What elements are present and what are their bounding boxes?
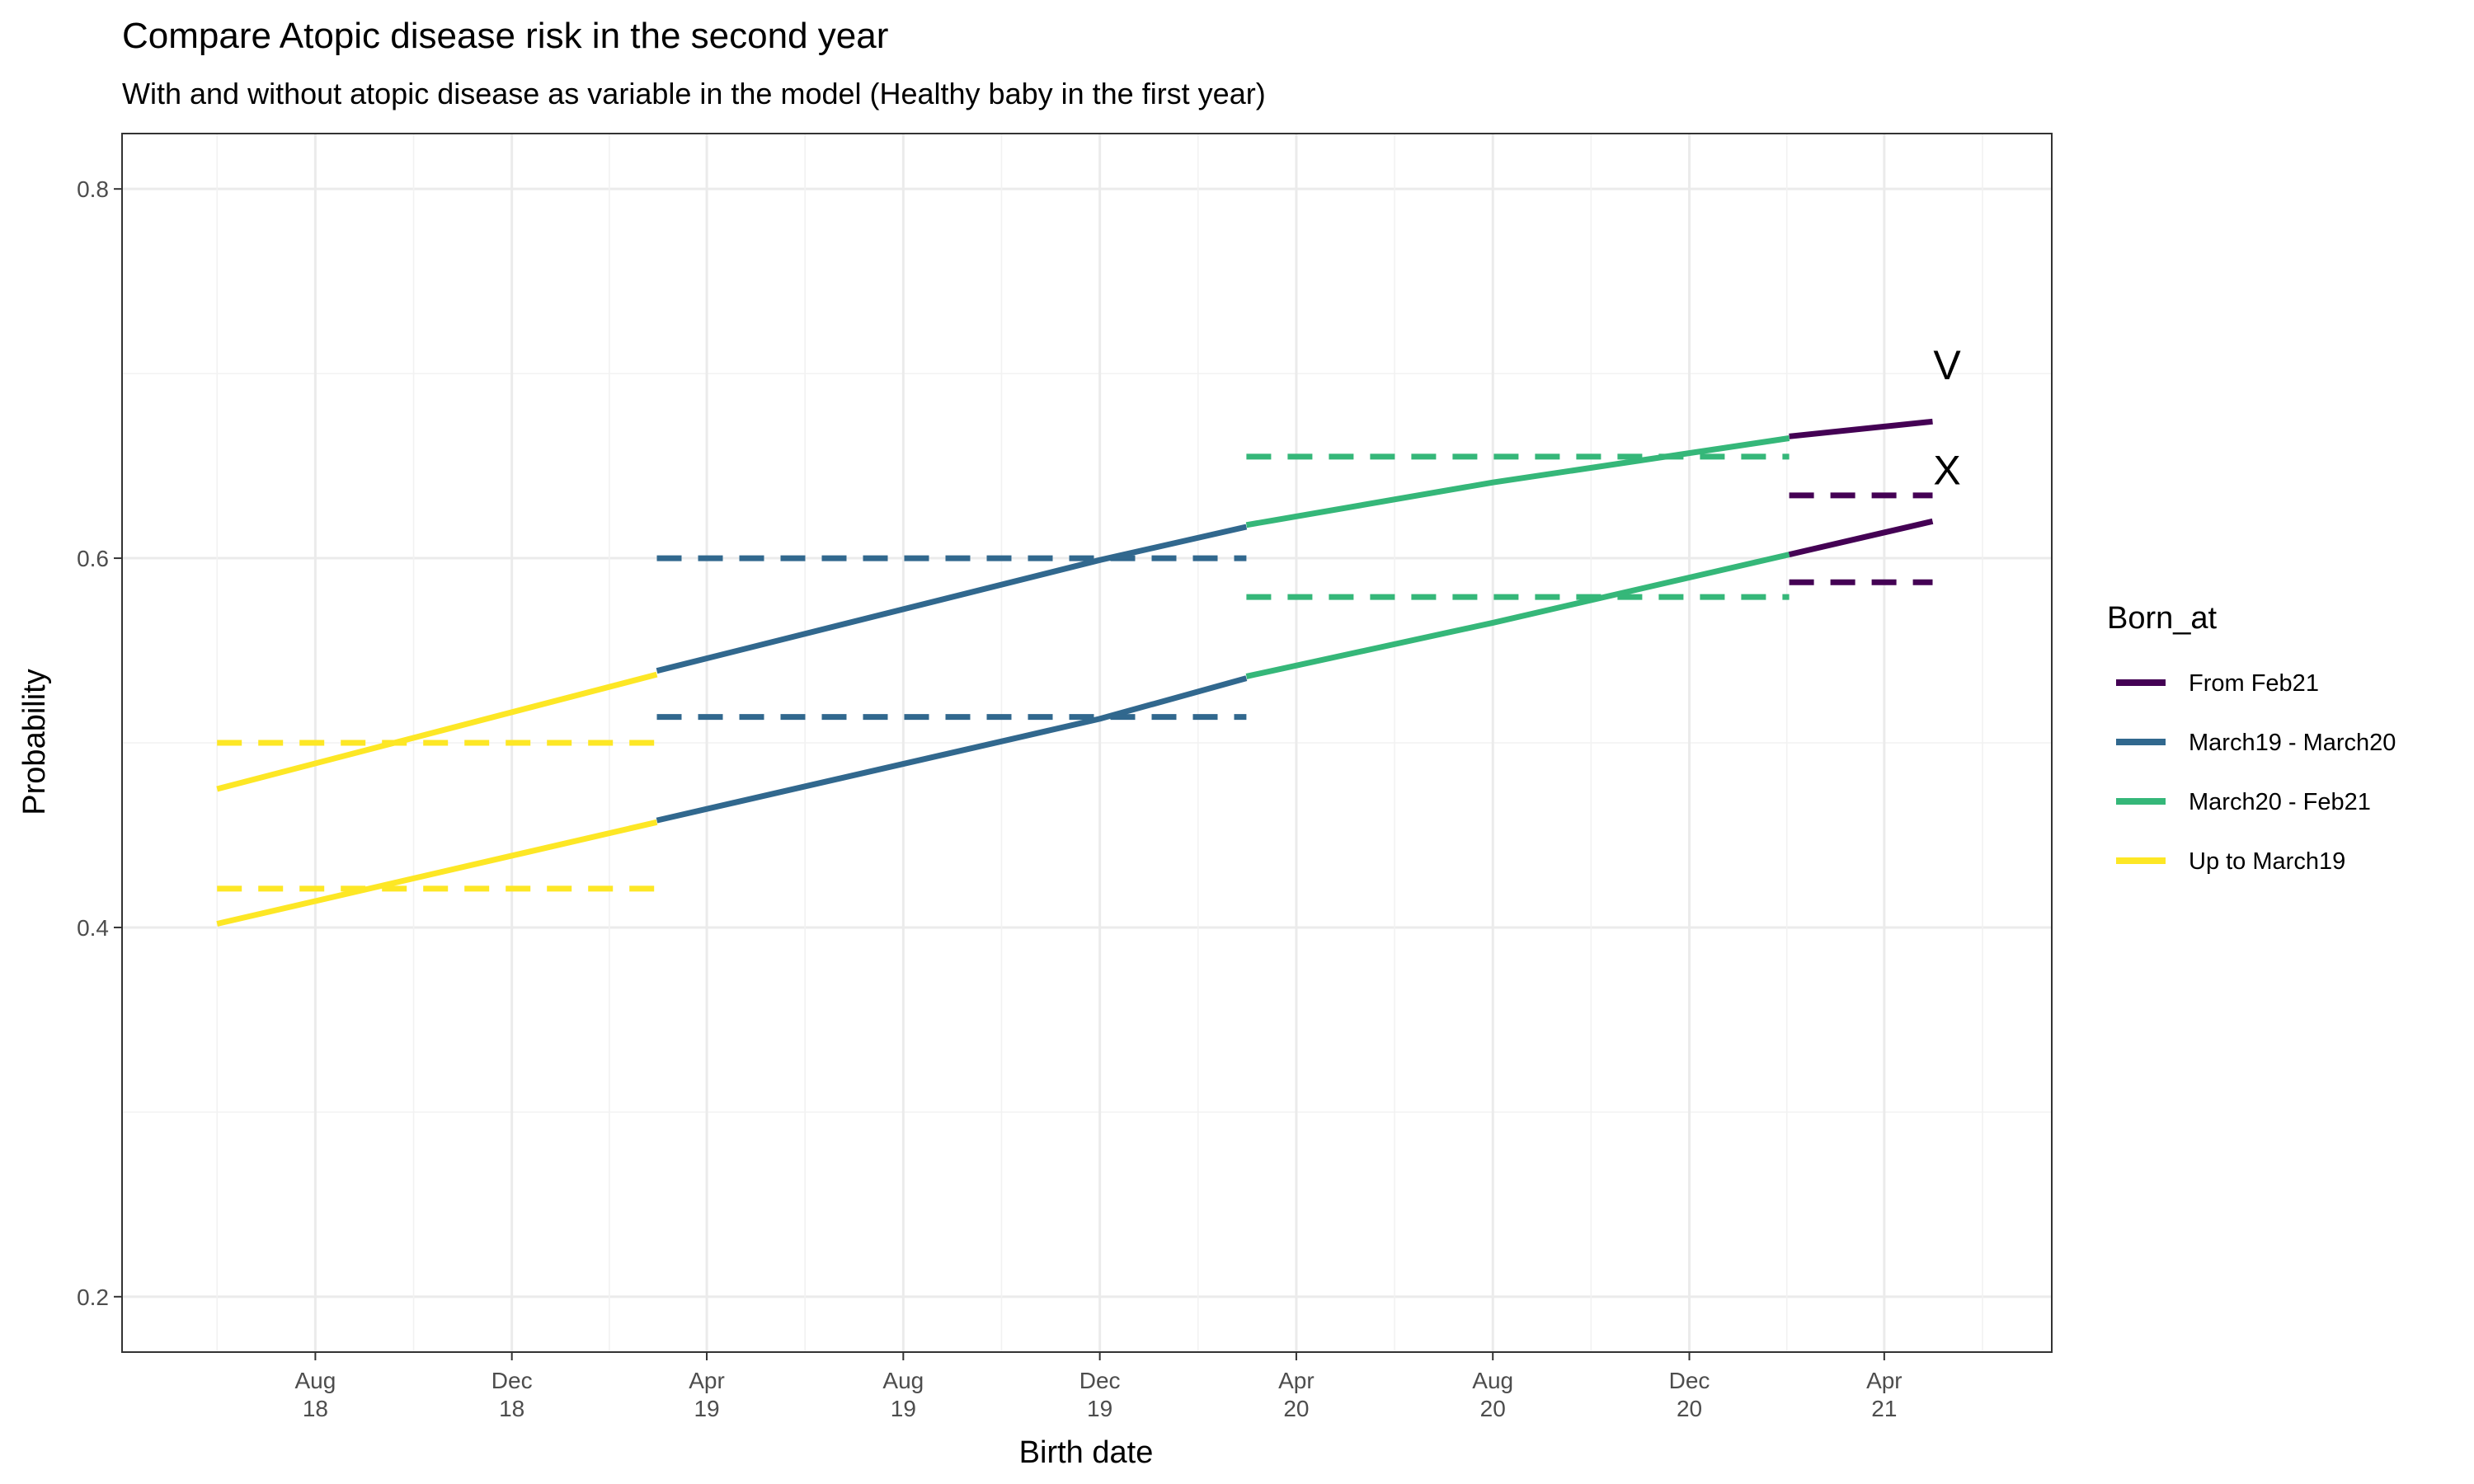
- solid-line: [656, 675, 1248, 824]
- y-axis-label: Probability: [17, 669, 52, 815]
- solid-line: [656, 524, 1248, 674]
- y-tick-label: 0.6: [77, 546, 109, 571]
- x-tick-label: Dec 18: [492, 1368, 533, 1421]
- series-annotation: V: [1933, 342, 1961, 388]
- series-annotation: X: [1933, 447, 1960, 493]
- x-tick-label: Apr 21: [1866, 1368, 1903, 1421]
- chart-title: Compare Atopic disease risk in the secon…: [122, 16, 888, 56]
- x-tick-label: Apr 19: [689, 1368, 725, 1421]
- x-tick-label: Apr 20: [1278, 1368, 1315, 1421]
- legend-label: Up to March19: [2189, 848, 2345, 875]
- x-tick-label: Aug 20: [1472, 1368, 1513, 1421]
- annotations: VX: [1933, 342, 1961, 494]
- x-tick-label: Aug 18: [294, 1368, 336, 1421]
- x-tick-label: Dec 19: [1079, 1368, 1121, 1421]
- y-tick-label: 0.4: [77, 915, 109, 941]
- x-tick-label: Aug 19: [882, 1368, 924, 1421]
- legend: Born_at From Feb21 March19 - March20 March…: [2107, 601, 2396, 875]
- solid-line: [1788, 518, 1934, 558]
- legend-label: March20 - Feb21: [2189, 789, 2371, 815]
- y-tick-label: 0.8: [77, 176, 109, 202]
- legend-label: From Feb21: [2189, 670, 2319, 697]
- x-axis-label: Birth date: [1019, 1435, 1154, 1470]
- solid-line: [1245, 552, 1790, 679]
- legend-title: Born_at: [2107, 601, 2218, 636]
- solid-line: [216, 671, 658, 792]
- x-tick-label: Dec 20: [1669, 1368, 1710, 1421]
- grid: [122, 134, 2052, 1352]
- legend-label: March19 - March20: [2189, 730, 2396, 756]
- series-layer: [216, 418, 1934, 927]
- panel-border: [121, 133, 2053, 1353]
- x-axis: Aug 18 Dec 18 Apr 19 Aug 19 Dec 19 Apr 20 Aug 20 Dec 20…: [294, 1352, 1903, 1421]
- y-tick-label: 0.2: [77, 1284, 109, 1310]
- chart-subtitle: With and without atopic disease as varia…: [122, 77, 1266, 110]
- solid-line: [1789, 418, 1933, 439]
- solid-line: [216, 819, 658, 927]
- y-axis: 0.2 0.4 0.6 0.8: [77, 176, 122, 1310]
- solid-line: [1245, 435, 1790, 528]
